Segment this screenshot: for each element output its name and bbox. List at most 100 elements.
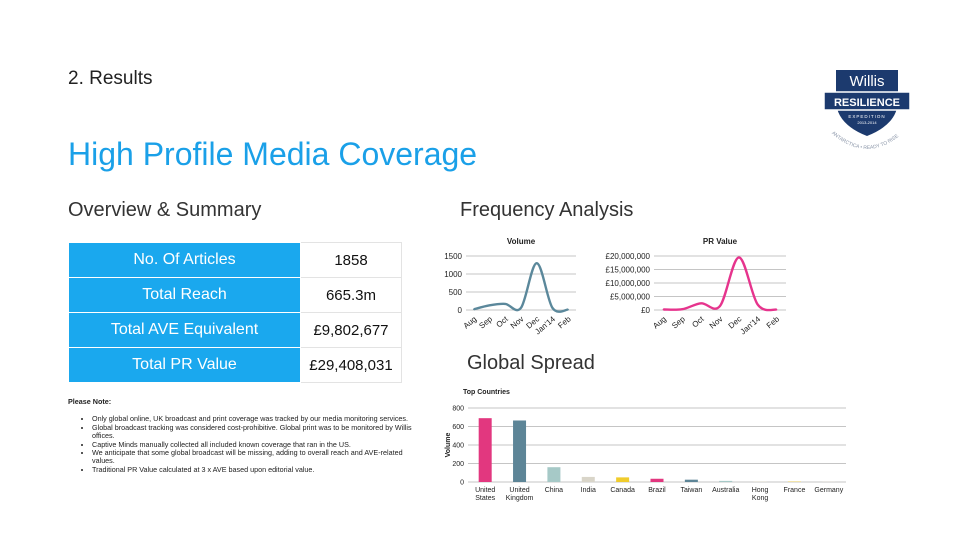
x-tick-label: Sep (477, 314, 494, 330)
data-point (504, 303, 507, 305)
x-tick-label: Brazil (648, 487, 666, 494)
y-tick-label: £5,000,000 (610, 293, 651, 302)
y-tick-label: £15,000,000 (606, 266, 651, 275)
y-tick-label: 0 (460, 480, 464, 487)
top-countries-chart: Top CountriesVolume0200400600800UnitedSt… (445, 389, 846, 502)
please-note: Please Note: Only global online, UK broa… (68, 397, 413, 474)
chart-title: PR Value (703, 237, 738, 246)
x-tick-label: Aug (651, 314, 668, 330)
y-tick-label: £0 (641, 306, 650, 315)
note-item: Only global online, UK broadcast and pri… (92, 414, 413, 423)
global-spread-heading: Global Spread (467, 352, 595, 374)
series-line (663, 256, 777, 312)
section-number: 2. Results (68, 68, 153, 89)
x-tick-label: United (475, 487, 495, 494)
x-tick-label: Feb (765, 314, 782, 330)
x-tick-label: China (545, 487, 563, 494)
x-tick-label: Canada (610, 487, 635, 494)
note-item: Traditional PR Value calculated at 3 x A… (92, 465, 413, 474)
data-point (681, 308, 684, 310)
data-point (719, 305, 721, 307)
summary-value: £29,408,031 (300, 347, 402, 383)
data-point (775, 308, 778, 311)
x-tick-label: Taiwan (680, 487, 702, 494)
bar (513, 420, 527, 482)
y-tick-label: 800 (452, 406, 464, 413)
x-tick-label: Hong (752, 487, 769, 494)
data-point (700, 302, 702, 305)
data-point (756, 303, 759, 306)
data-point (567, 308, 569, 311)
summary-row: Total Reach 665.3m (68, 277, 402, 313)
bar (719, 480, 733, 482)
y-tick-label: 600 (452, 424, 464, 431)
summary-table: No. Of Articles 1858 Total Reach 665.3m … (68, 242, 402, 383)
willis-resilience-logo: Willis RESILIENCE EXPEDITION 2013-2014 A… (823, 70, 911, 151)
x-tick-label: Sep (670, 314, 687, 330)
x-tick-label: France (784, 487, 806, 494)
y-tick-label: £10,000,000 (606, 279, 651, 288)
bar (616, 477, 630, 482)
y-tick-label: £20,000,000 (606, 252, 651, 261)
x-tick-label: India (581, 487, 596, 494)
data-point (738, 256, 740, 259)
data-point (520, 307, 522, 309)
data-point (551, 307, 554, 309)
summary-value: 1858 (300, 242, 402, 278)
note-item: Captive Minds manually collected all inc… (92, 440, 413, 449)
summary-value: 665.3m (300, 277, 402, 313)
bar (753, 481, 767, 482)
y-tick-label: 400 (452, 443, 464, 450)
note-item: Global broadcast tracking was considered… (92, 423, 413, 441)
summary-label: Total AVE Equivalent (68, 312, 301, 348)
x-tick-label: Jan'14 (739, 314, 763, 336)
bar (547, 467, 561, 482)
y-tick-label: 1500 (444, 252, 462, 261)
x-tick-label: Nov (509, 314, 526, 330)
bar (478, 418, 492, 482)
bar (650, 478, 664, 482)
chart-title: Top Countries (463, 389, 510, 396)
logo-word: RESILIENCE (834, 97, 900, 109)
x-tick-label: Aug (462, 314, 479, 330)
y-tick-label: 500 (449, 288, 463, 297)
x-tick-label: States (475, 495, 495, 502)
page-title: High Profile Media Coverage (68, 136, 478, 172)
y-tick-label: 1000 (444, 270, 462, 279)
logo-banner (823, 91, 911, 111)
overview-heading: Overview & Summary (68, 199, 262, 221)
note-title: Please Note: (68, 397, 112, 406)
x-tick-label: Nov (708, 314, 725, 330)
y-tick-label: 200 (452, 461, 464, 468)
x-tick-label: Feb (556, 314, 573, 330)
summary-label: Total PR Value (68, 347, 301, 383)
x-tick-label: Kingdom (506, 495, 534, 502)
x-tick-label: United (509, 487, 529, 494)
bar (684, 479, 698, 482)
chart-title: Volume (507, 237, 536, 246)
series-line (473, 261, 569, 313)
data-point (662, 308, 665, 311)
summary-value: £9,802,677 (300, 312, 402, 348)
summary-row: No. Of Articles 1858 (68, 242, 402, 278)
x-tick-label: Australia (712, 487, 739, 494)
x-tick-label: Germany (814, 487, 843, 494)
y-axis-label: Volume (445, 433, 452, 458)
logo-sub: EXPEDITION (848, 114, 885, 119)
frequency-heading: Frequency Analysis (460, 199, 634, 221)
data-point (473, 308, 475, 311)
y-tick-label: 0 (458, 306, 463, 315)
x-tick-label: Oct (494, 314, 510, 329)
x-tick-label: Oct (690, 314, 706, 329)
pr-value-chart: PR Value £0 £5,000,000 £10,000,000 £15,000,0… (606, 237, 786, 336)
note-item: We anticipate that some global broadcast… (92, 448, 413, 466)
bar (581, 476, 595, 482)
summary-row: Total PR Value £29,408,031 (68, 347, 402, 383)
summary-label: No. Of Articles (68, 242, 301, 278)
data-point (488, 304, 491, 307)
logo-years: 2013-2014 (857, 120, 877, 125)
data-point (535, 262, 538, 264)
logo-brand: Willis (850, 73, 885, 90)
note-list: Only global online, UK broadcast and pri… (68, 414, 413, 474)
